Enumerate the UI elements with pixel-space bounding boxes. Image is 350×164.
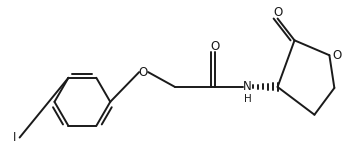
Text: H: H [244, 94, 252, 104]
Text: O: O [273, 6, 282, 19]
Text: O: O [139, 66, 148, 79]
Text: N: N [243, 81, 252, 93]
Text: I: I [13, 131, 16, 144]
Text: O: O [333, 49, 342, 62]
Text: O: O [210, 40, 219, 53]
